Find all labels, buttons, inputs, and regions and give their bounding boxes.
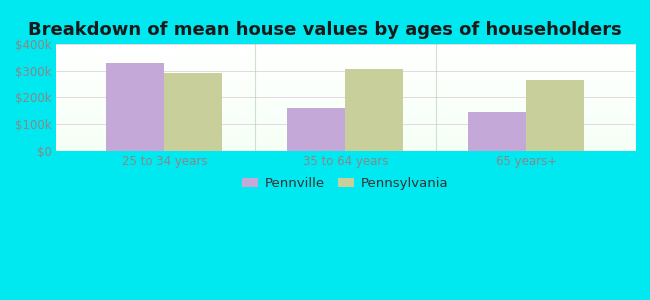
Bar [164, 73, 222, 151]
Bar [526, 80, 584, 151]
Legend: Pennville, Pennsylvania: Pennville, Pennsylvania [237, 172, 454, 195]
Bar [469, 112, 526, 151]
Bar [287, 108, 345, 151]
Text: Breakdown of mean house values by ages of householders: Breakdown of mean house values by ages o… [28, 21, 622, 39]
Bar [107, 63, 164, 151]
Bar [345, 68, 403, 151]
